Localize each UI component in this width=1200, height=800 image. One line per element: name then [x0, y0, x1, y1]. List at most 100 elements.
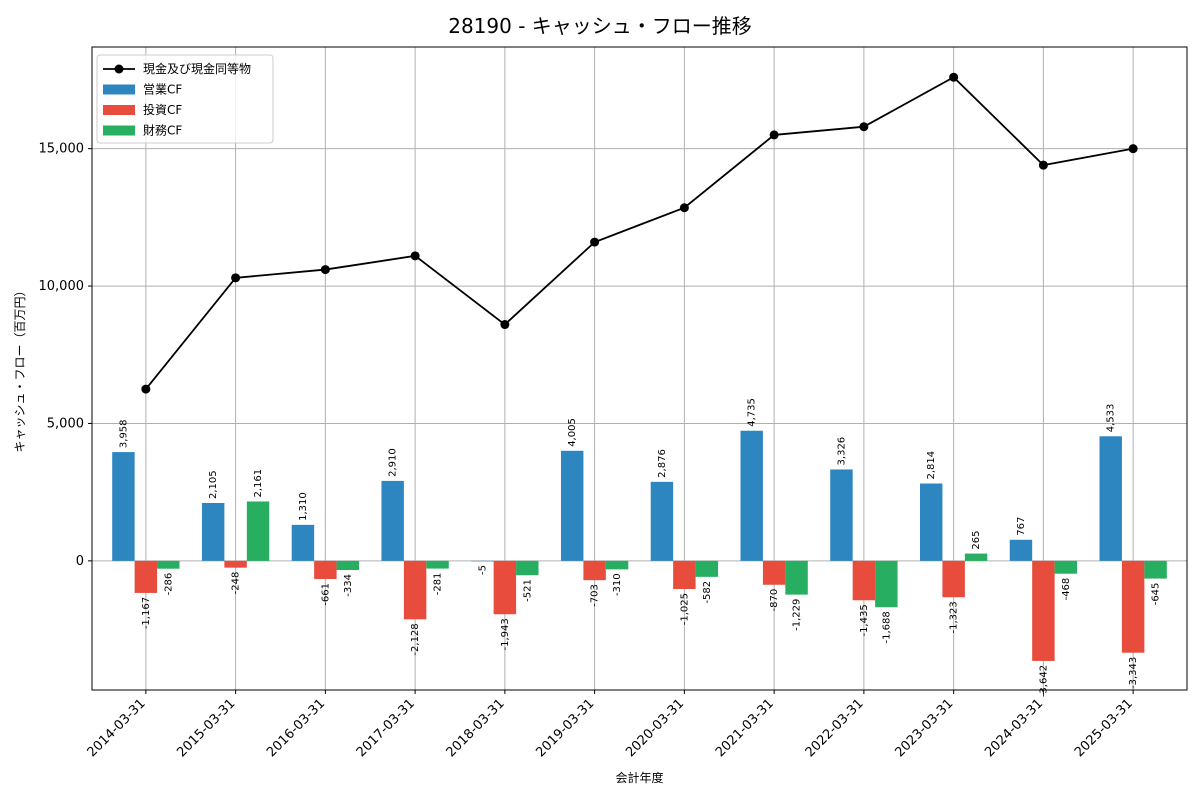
bar [224, 560, 247, 568]
x-tick-label: 2019-03-31 [533, 696, 597, 760]
x-tick-label: 2020-03-31 [623, 696, 687, 760]
chart-title: 28190 - キャッシュ・フロー推移 [448, 14, 752, 38]
bar-value-label: -870 [769, 589, 780, 612]
bar [403, 560, 427, 620]
cash-point [320, 265, 330, 275]
y-tick-label: 10,000 [39, 279, 85, 294]
x-tick-label: 2024-03-31 [982, 696, 1046, 760]
bar-value-label: -1,435 [859, 604, 870, 636]
bar [246, 501, 270, 561]
legend-swatch [103, 125, 135, 136]
bar-value-label: -3,642 [1038, 665, 1049, 697]
bar-value-label: -1,229 [792, 599, 803, 631]
bar-value-label: 767 [1016, 517, 1027, 536]
cash-point [1128, 144, 1138, 154]
cash-point [1038, 160, 1048, 170]
bar-value-label: 2,161 [253, 469, 264, 498]
x-tick-label: 2025-03-31 [1072, 696, 1136, 760]
cash-point [141, 384, 151, 394]
cash-point [231, 273, 241, 283]
cash-point [859, 122, 869, 132]
y-tick-label: 15,000 [39, 142, 85, 157]
cash-point [590, 237, 600, 247]
bar-value-label: -661 [320, 583, 331, 606]
bar-value-label: 4,735 [747, 398, 758, 427]
bar [157, 560, 180, 569]
label-layer: 3,958 2,105 1,310 2,910 -5 4,005 2,876 4,735 3,3… [118, 398, 1161, 697]
bar [1032, 560, 1055, 661]
bar [650, 481, 674, 561]
bar [852, 560, 876, 601]
legend-marker [114, 64, 124, 74]
bar [1099, 436, 1122, 561]
cash-point [410, 251, 420, 261]
bar [605, 560, 629, 570]
bar-value-label: 2,105 [208, 470, 219, 499]
bar-value-label: -1,943 [500, 618, 511, 650]
bar [942, 560, 965, 598]
x-tick-label: 2017-03-31 [354, 696, 418, 760]
plot-frame [91, 46, 1188, 691]
bar-value-label: 3,326 [836, 437, 847, 466]
bar-value-label: -3,343 [1128, 657, 1139, 689]
bar-value-label: -521 [522, 579, 533, 602]
bar-value-label: -5 [477, 565, 488, 575]
legend-swatch [103, 105, 135, 115]
y-axis-title: キャッシュ・フロー（百万円） [13, 284, 27, 452]
cash-point [949, 72, 959, 82]
bar [785, 560, 808, 595]
legend-label: 財務CF [143, 123, 182, 138]
legend-swatch [103, 84, 135, 95]
cash-point [679, 203, 689, 213]
bar-value-label: -286 [163, 573, 174, 596]
bar [314, 560, 337, 580]
cash-line [145, 76, 1134, 390]
bar-value-label: 4,533 [1106, 404, 1117, 433]
legend-label: 営業CF [143, 83, 182, 97]
bar [964, 553, 988, 561]
cash-point [500, 320, 510, 330]
x-tick-label: 2015-03-31 [174, 696, 238, 760]
bar-value-label: -334 [343, 574, 354, 597]
bar-value-label: 4,005 [567, 418, 578, 447]
legend-label: 投資CF [143, 102, 182, 117]
legend-label: 現金及び現金同等物 [143, 61, 251, 76]
bar [201, 503, 225, 561]
bar-value-label: -310 [612, 573, 623, 596]
x-axis-title: 会計年度 [615, 770, 663, 785]
bar-value-label: -248 [231, 572, 242, 595]
bar-value-label: -2,128 [410, 623, 421, 655]
bar [762, 560, 786, 585]
legend-box [96, 54, 274, 144]
bar-value-label: -1,323 [949, 601, 960, 633]
bar-value-label: -703 [590, 584, 601, 607]
bar-value-label: 2,876 [657, 449, 668, 478]
tick-layer: 0 5,000 10,000 15,000 2014-03-31 2015-03-31 20… [39, 142, 1136, 761]
bar-value-label: 3,958 [118, 419, 129, 448]
x-tick-label: 2022-03-31 [803, 696, 867, 760]
bar [695, 560, 719, 577]
bar-value-label: 2,910 [388, 448, 399, 477]
bar [493, 560, 517, 615]
bar [471, 560, 494, 562]
bar [673, 560, 696, 590]
bar-value-label: -1,167 [141, 597, 152, 629]
bar-value-label: -1,025 [679, 593, 690, 625]
bar [426, 560, 449, 569]
y-tick-label: 5,000 [47, 416, 84, 431]
bar [875, 560, 898, 608]
bar-value-label: -645 [1151, 583, 1162, 606]
bar [1009, 539, 1033, 561]
x-tick-label: 2021-03-31 [713, 696, 777, 760]
bar-value-label: -1,688 [881, 611, 892, 643]
bar-value-label: 265 [971, 530, 982, 549]
x-tick-label: 2018-03-31 [444, 696, 508, 760]
bar [381, 480, 404, 561]
bar [134, 560, 158, 593]
x-tick-label: 2023-03-31 [892, 696, 956, 760]
bar [336, 560, 360, 571]
bar [112, 452, 135, 561]
bar [919, 483, 943, 561]
bar [830, 469, 853, 561]
